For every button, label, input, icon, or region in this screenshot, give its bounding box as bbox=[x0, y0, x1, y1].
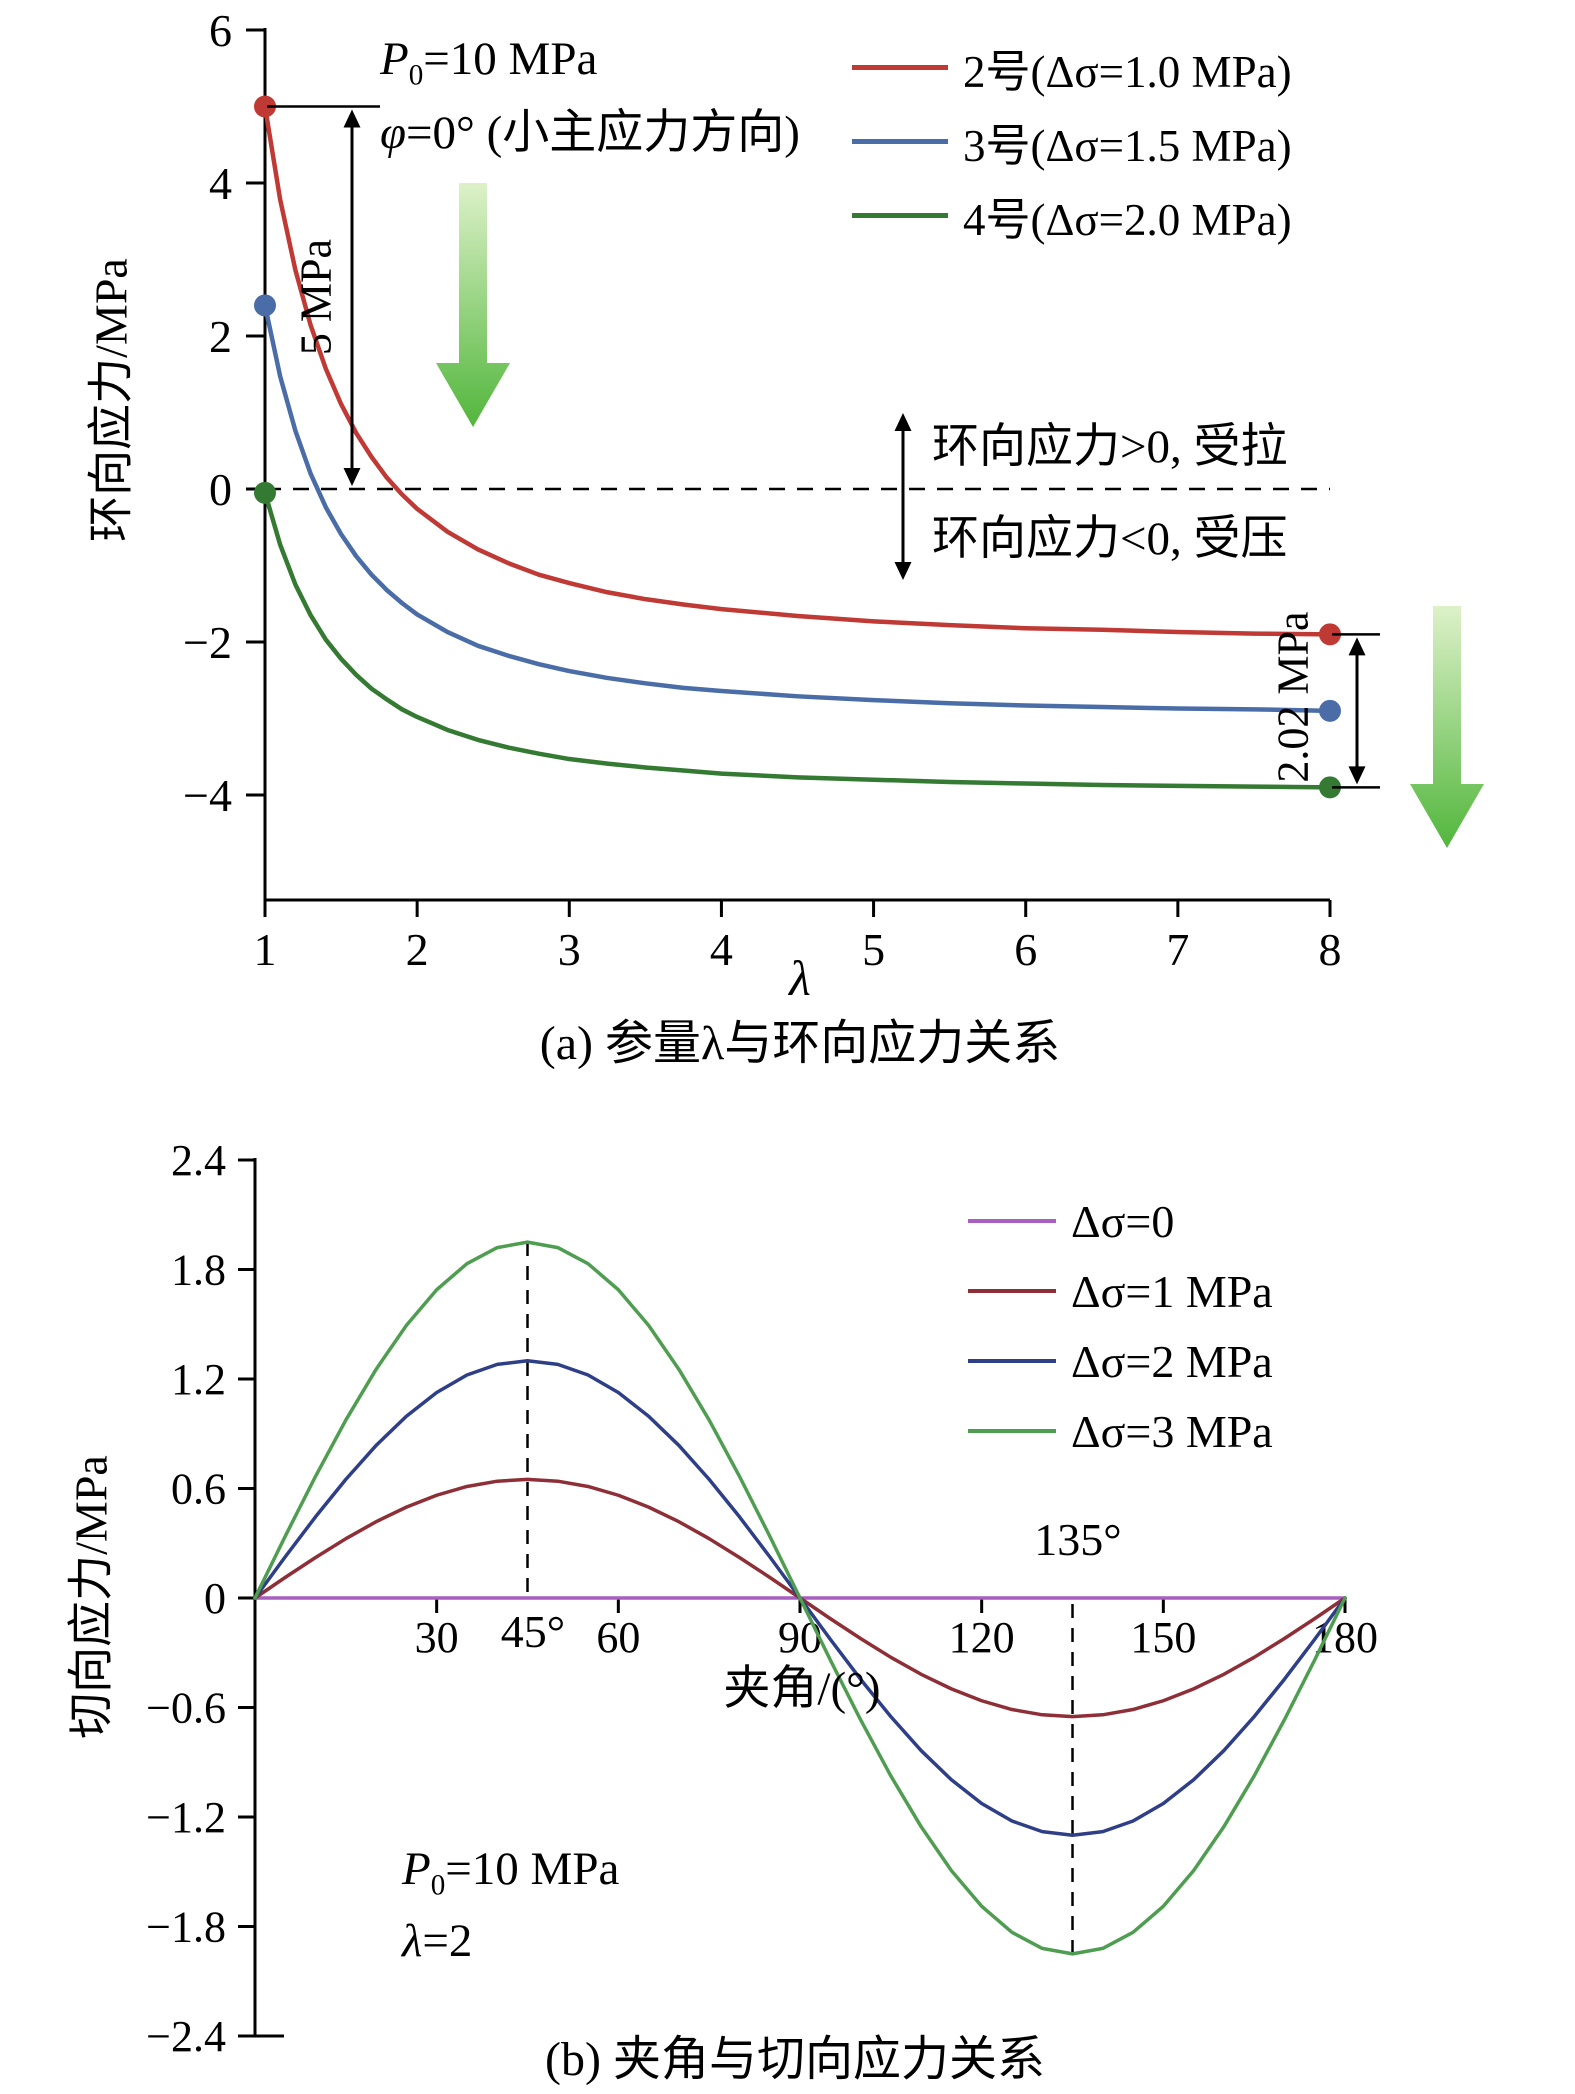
legend-item: 3号(Δσ=1.5 MPa) bbox=[852, 104, 1292, 178]
panel-b-y-tick-label: 1.2 bbox=[171, 1355, 226, 1404]
legend-line-swatch bbox=[968, 1289, 1056, 1293]
legend-item: Δσ=0 bbox=[968, 1186, 1273, 1256]
drop-2-02mpa-arrow-head-up bbox=[1348, 637, 1366, 656]
curve-series-2 bbox=[262, 303, 1333, 714]
lambda-value: =2 bbox=[422, 1915, 473, 1967]
drop-5mpa-arrow-head-up bbox=[343, 109, 361, 128]
legend-line-swatch bbox=[852, 138, 948, 144]
panel-b-legend: Δσ=0 Δσ=1 MPa Δσ=2 MPa Δσ=3 MPa bbox=[968, 1186, 1273, 1466]
panel-b-y-tick-label: 1.8 bbox=[171, 1246, 226, 1295]
panel-b-x-tick-label: 30 bbox=[415, 1613, 459, 1662]
panel-b-y-tick-label: −1.8 bbox=[146, 1903, 226, 1952]
p0-value: =10 MPa bbox=[445, 1843, 620, 1895]
end-point-series-3 bbox=[1319, 776, 1341, 799]
panel-a-x-tick-label: 8 bbox=[1319, 924, 1342, 975]
compression-zone-label: 环向应力<0, 受压 bbox=[932, 513, 1288, 565]
phi-value: =0° (小主应力方向) bbox=[406, 107, 800, 159]
p0-value: =10 MPa bbox=[423, 33, 598, 85]
panel-a-p0-annotation: P0=10 MPa bbox=[380, 32, 597, 93]
panel-a-y-tick-label: 0 bbox=[209, 464, 232, 515]
legend-label: Δσ=3 MPa bbox=[1071, 1405, 1273, 1457]
panel-a-legend: 2号(Δσ=1.0 MPa) 3号(Δσ=1.5 MPa) 4号(Δσ=2.0 MP… bbox=[852, 30, 1292, 252]
right-direction-arrow bbox=[1410, 606, 1484, 848]
panel-a-x-tick-label: 1 bbox=[254, 924, 277, 975]
legend-item: 2号(Δσ=1.0 MPa) bbox=[852, 30, 1292, 104]
p0-symbol: P bbox=[380, 33, 409, 85]
panel-a-x-tick-label: 7 bbox=[1166, 924, 1189, 975]
legend-item: 4号(Δσ=2.0 MPa) bbox=[852, 178, 1292, 252]
panel-a-y-tick-label: −2 bbox=[183, 617, 232, 668]
panel-a-x-tick-label: 3 bbox=[558, 924, 581, 975]
end-point-series-1 bbox=[1319, 623, 1341, 646]
legend-label: Δσ=2 MPa bbox=[1071, 1335, 1273, 1387]
panel-b-x-tick-label: 120 bbox=[949, 1613, 1015, 1662]
panel-b-x-tick-label: 150 bbox=[1130, 1613, 1196, 1662]
end-point-series-2 bbox=[1319, 699, 1341, 722]
tension-zone-label: 环向应力>0, 受拉 bbox=[932, 421, 1288, 473]
panel-b-y-tick-label: 2.4 bbox=[171, 1136, 226, 1185]
zero-crossing-arrow-head-up bbox=[894, 413, 912, 431]
legend-line-swatch bbox=[852, 212, 948, 218]
legend-item: Δσ=3 MPa bbox=[968, 1396, 1273, 1466]
panel-a-x-tick-label: 6 bbox=[1014, 924, 1037, 975]
panel-b-y-tick-label: 0 bbox=[204, 1574, 226, 1623]
start-point-series-3 bbox=[254, 481, 276, 504]
panel-a-x-axis-label: λ bbox=[789, 950, 811, 1006]
legend-line-swatch bbox=[968, 1219, 1056, 1223]
legend-item: Δσ=2 MPa bbox=[968, 1326, 1273, 1396]
curve-b-series-4 bbox=[253, 1240, 1347, 1956]
legend-label: Δσ=0 bbox=[1071, 1195, 1175, 1247]
drop-2-02mpa-label: 2.02 MPa bbox=[1268, 611, 1318, 783]
legend-label: 2号(Δσ=1.0 MPa) bbox=[963, 46, 1292, 97]
curve-series-3 bbox=[262, 490, 1333, 790]
panel-a-y-axis-label: 环向应力/MPa bbox=[85, 258, 137, 542]
panel-a-phi-annotation: φ=0° (小主应力方向) bbox=[380, 106, 800, 160]
panel-a-x-tick-label: 4 bbox=[710, 924, 733, 975]
curve-series-1 bbox=[262, 104, 1333, 637]
zero-crossing-arrow-head-down bbox=[894, 562, 912, 580]
p0-subscript: 0 bbox=[430, 1869, 446, 1902]
panel-a-caption: (a) 参量λ与环向应力关系 bbox=[539, 1017, 1061, 1070]
panel-a-y-tick-label: −4 bbox=[183, 770, 232, 821]
panel-b-y-tick-label: −0.6 bbox=[146, 1684, 226, 1733]
guide-135deg-label: 135° bbox=[1034, 1514, 1122, 1565]
panel-b-x-tick-label: 180 bbox=[1312, 1613, 1378, 1662]
start-point-series-1 bbox=[254, 95, 276, 118]
panel-b-caption: (b) 夹角与切向应力关系 bbox=[545, 2033, 1045, 2086]
guide-45deg-label: 45° bbox=[500, 1606, 566, 1657]
panel-a-y-tick-label: 6 bbox=[209, 5, 232, 56]
p0-symbol: P bbox=[402, 1843, 431, 1895]
legend-line-swatch bbox=[968, 1359, 1056, 1363]
start-point-series-2 bbox=[254, 294, 276, 317]
panel-b-x-axis-label: 夹角/(°) bbox=[723, 1663, 881, 1715]
drop-2-02mpa-arrow-head-down bbox=[1348, 766, 1366, 785]
drop-5mpa-label: 5 MPa bbox=[291, 238, 341, 356]
p0-subscript: 0 bbox=[408, 59, 424, 92]
legend-item: Δσ=1 MPa bbox=[968, 1256, 1273, 1326]
panel-b-y-tick-label: −2.4 bbox=[146, 2012, 226, 2061]
panel-b-y-tick-label: −1.2 bbox=[146, 1793, 226, 1842]
panel-b-y-tick-label: 0.6 bbox=[171, 1465, 226, 1514]
panel-b-y-axis-label: 切向应力/MPa bbox=[65, 1455, 117, 1739]
legend-label: Δσ=1 MPa bbox=[1071, 1265, 1273, 1317]
legend-label: 4号(Δσ=2.0 MPa) bbox=[963, 194, 1292, 245]
legend-line-swatch bbox=[968, 1429, 1056, 1433]
panel-a-y-tick-label: 4 bbox=[209, 158, 232, 209]
panel-b-p0-annotation: P0=10 MPa bbox=[402, 1842, 619, 1903]
small-principal-stress-arrow bbox=[436, 183, 510, 427]
lambda-symbol: λ bbox=[402, 1915, 423, 1967]
panel-a-y-tick-label: 2 bbox=[209, 311, 232, 362]
panel-a-x-tick-label: 2 bbox=[406, 924, 429, 975]
legend-line-swatch bbox=[852, 64, 948, 70]
drop-5mpa-arrow-head-down bbox=[343, 468, 361, 486]
phi-symbol: φ bbox=[380, 107, 407, 159]
panel-b-lambda-annotation: λ=2 bbox=[402, 1914, 472, 1968]
panel-a-x-tick-label: 5 bbox=[862, 924, 885, 975]
panel-b-x-tick-label: 90 bbox=[778, 1613, 822, 1662]
panel-b-x-tick-label: 60 bbox=[596, 1613, 640, 1662]
legend-label: 3号(Δσ=1.5 MPa) bbox=[963, 120, 1292, 171]
